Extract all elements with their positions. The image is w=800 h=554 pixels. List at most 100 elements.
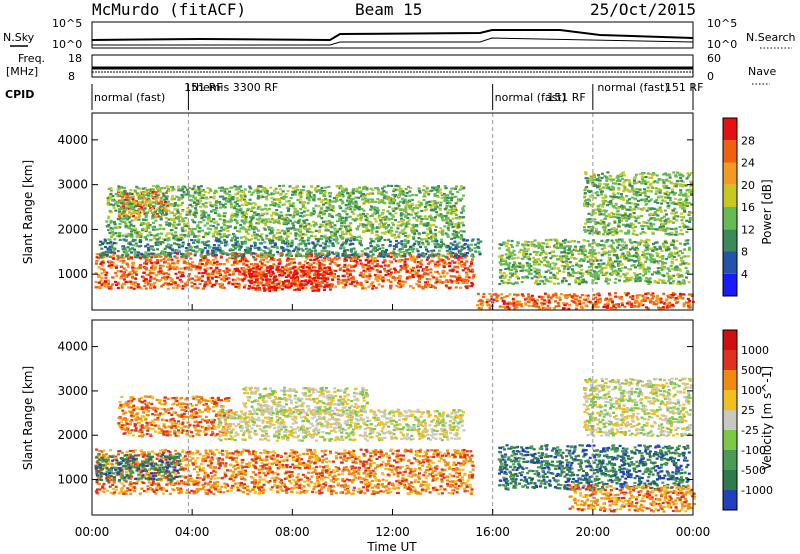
power-cell	[439, 246, 443, 249]
power-cell	[243, 227, 247, 230]
power-cell	[181, 241, 185, 244]
power-cell	[285, 223, 288, 226]
power-cell	[454, 286, 458, 289]
power-cell	[146, 260, 150, 263]
power-cell	[394, 219, 397, 222]
power-cell	[376, 263, 380, 266]
power-cell	[405, 270, 409, 273]
power-cell	[211, 253, 214, 256]
power-cell	[167, 187, 170, 190]
power-cell	[428, 278, 432, 281]
power-cell	[177, 246, 181, 249]
power-cell	[168, 265, 172, 268]
power-cell	[192, 200, 196, 203]
power-cell	[454, 247, 458, 251]
power-cell	[171, 188, 175, 191]
power-cell	[458, 276, 462, 279]
power-cell	[393, 254, 397, 257]
power-cell	[212, 232, 216, 235]
power-cell	[315, 243, 319, 246]
power-cell	[287, 284, 291, 287]
power-cell	[130, 272, 134, 275]
power-cell	[319, 223, 323, 226]
power-cell	[467, 268, 471, 271]
power-cell	[337, 256, 341, 259]
power-cell	[392, 276, 396, 280]
power-cell	[106, 198, 110, 202]
power-cell	[393, 267, 397, 270]
power-cell	[343, 210, 347, 213]
power-cell	[421, 287, 425, 290]
power-cell	[222, 275, 226, 278]
power-cell	[282, 239, 286, 243]
power-cell	[354, 250, 357, 253]
cpid-segment-label: normal (fast)	[597, 81, 668, 94]
power-cell	[195, 275, 199, 278]
power-cell	[247, 269, 251, 272]
power-cell	[383, 185, 387, 188]
power-cell	[409, 207, 413, 210]
power-cell	[192, 213, 196, 217]
power-cell	[291, 227, 295, 230]
power-cell	[426, 272, 430, 275]
power-cell	[181, 284, 185, 288]
power-cell	[214, 220, 218, 223]
power-cell	[404, 206, 408, 209]
power-cell	[224, 197, 228, 200]
power-cell	[678, 282, 682, 285]
power-cell	[176, 284, 180, 287]
power-cell	[265, 212, 269, 215]
power-cell	[288, 252, 292, 255]
power-cell	[206, 227, 210, 230]
power-cell	[235, 262, 239, 265]
power-cell	[233, 269, 237, 272]
power-cell	[233, 226, 237, 230]
power-cell	[434, 271, 437, 274]
power-cell	[181, 271, 185, 274]
power-cell	[351, 197, 355, 200]
power-cell	[267, 193, 271, 196]
power-cell	[347, 255, 351, 258]
power-cell	[245, 268, 249, 271]
power-cell	[142, 196, 146, 200]
power-cell	[304, 280, 307, 283]
power-cell	[390, 184, 394, 187]
power-cell	[179, 252, 183, 255]
power-cell	[296, 211, 300, 214]
power-cell	[181, 210, 185, 213]
power-cell	[447, 229, 451, 232]
power-cell	[257, 218, 261, 221]
power-cell	[290, 261, 294, 264]
power-cell	[400, 217, 403, 220]
power-cell	[264, 195, 268, 198]
power-cell	[122, 272, 126, 275]
power-cell	[325, 228, 328, 231]
power-cell	[399, 212, 403, 215]
power-cell	[147, 246, 151, 249]
power-cell	[449, 205, 453, 208]
power-cell	[344, 225, 348, 228]
power-cell	[410, 259, 414, 262]
power-cell	[142, 210, 146, 213]
power-cell	[441, 269, 445, 272]
power-cell	[170, 203, 174, 206]
power-cell	[302, 264, 306, 267]
power-cell	[355, 262, 359, 265]
power-cell	[206, 233, 210, 236]
power-cell	[312, 224, 316, 227]
power-cell	[146, 211, 150, 214]
power-cell	[401, 197, 405, 200]
power-cell	[218, 186, 221, 189]
power-cell	[258, 235, 262, 238]
power-cell	[103, 238, 107, 241]
power-cell	[401, 190, 405, 193]
power-cell	[550, 267, 554, 270]
power-cell	[328, 266, 332, 270]
power-cell	[202, 243, 206, 246]
power-cell	[144, 222, 148, 225]
power-cell	[302, 284, 305, 287]
power-cell	[334, 240, 338, 243]
power-cell	[239, 245, 243, 248]
power-cell	[231, 273, 235, 276]
power-cell	[124, 198, 128, 201]
